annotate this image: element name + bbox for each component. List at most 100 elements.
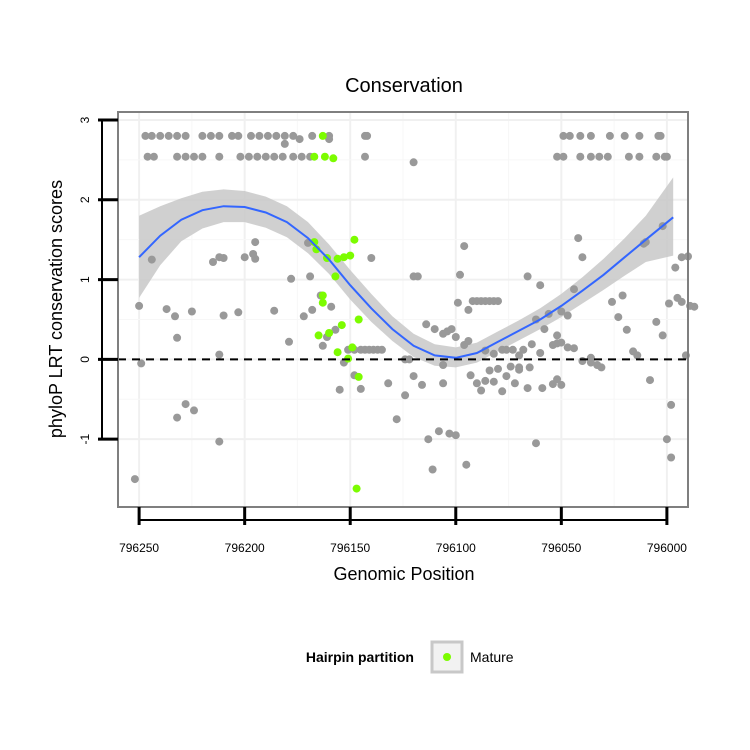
point-other	[557, 307, 566, 316]
point-other	[460, 242, 469, 251]
point-other	[392, 415, 401, 424]
point-other	[384, 379, 393, 388]
point-other	[287, 274, 296, 283]
point-other	[171, 312, 179, 321]
point-other	[485, 366, 494, 375]
point-other	[667, 453, 676, 462]
point-other	[481, 376, 490, 385]
point-other	[595, 152, 604, 161]
point-mature	[333, 254, 342, 263]
point-other	[677, 297, 686, 306]
x-tick-label: 796250	[119, 541, 159, 555]
point-other	[557, 338, 566, 347]
point-other	[608, 297, 616, 306]
y-tick-label: 0	[78, 356, 92, 363]
point-other	[667, 400, 676, 409]
point-other	[308, 131, 317, 140]
point-other	[540, 325, 549, 334]
point-other	[570, 285, 578, 294]
point-other	[173, 333, 182, 342]
point-mature	[346, 251, 355, 260]
point-other	[422, 320, 431, 329]
data-points	[130, 131, 699, 493]
point-other	[289, 131, 298, 140]
point-other	[190, 406, 198, 415]
point-other	[215, 253, 224, 262]
point-other	[472, 379, 481, 388]
point-other	[502, 345, 511, 354]
point-other	[361, 152, 369, 161]
point-other	[515, 365, 524, 374]
point-mature	[333, 348, 342, 357]
point-other	[635, 131, 644, 140]
legend: Hairpin partition Mature	[306, 640, 514, 674]
point-other	[263, 131, 272, 140]
point-mature	[318, 298, 327, 307]
x-axis-label: Genomic Position	[333, 564, 474, 584]
point-other	[489, 349, 498, 358]
point-other	[553, 375, 562, 384]
point-other	[430, 325, 439, 334]
point-other	[219, 311, 228, 320]
point-other	[295, 135, 304, 144]
smooth-line	[138, 205, 674, 359]
legend-title: Hairpin partition	[306, 649, 414, 665]
point-other	[494, 297, 502, 306]
point-other	[249, 250, 258, 258]
point-mature	[325, 329, 334, 337]
point-other	[228, 131, 236, 140]
point-other	[494, 364, 502, 373]
y-axis: -1 0 1 2 3	[78, 116, 118, 445]
point-other	[508, 345, 517, 354]
point-other	[447, 325, 456, 334]
point-other	[280, 131, 289, 140]
point-mature	[318, 131, 327, 140]
point-other	[563, 311, 572, 320]
point-other	[147, 131, 156, 140]
point-other	[451, 333, 460, 341]
point-mature	[348, 343, 357, 352]
point-mature	[329, 154, 338, 163]
point-other	[633, 351, 642, 360]
point-other	[586, 358, 595, 367]
point-other	[173, 131, 182, 140]
point-other	[215, 437, 224, 446]
point-other	[603, 152, 612, 161]
x-axis: 796250 796200 796150 796100 796050 796000	[119, 507, 687, 555]
point-other	[557, 380, 566, 389]
point-mature	[354, 372, 363, 381]
point-other	[181, 152, 190, 161]
point-other	[297, 152, 306, 161]
point-other	[308, 305, 317, 314]
y-axis-label: phyloP LRT conservation scores	[46, 180, 66, 438]
point-other	[563, 343, 572, 352]
point-other	[209, 258, 217, 266]
point-other	[261, 152, 270, 161]
point-other	[367, 254, 376, 262]
x-tick-label: 796150	[330, 541, 370, 555]
point-other	[635, 152, 644, 161]
point-other	[652, 317, 661, 326]
point-other	[464, 337, 473, 345]
point-other	[356, 384, 365, 393]
point-other	[519, 345, 528, 354]
point-other	[363, 131, 372, 140]
point-other	[141, 131, 150, 140]
y-tick-label: 3	[78, 116, 92, 123]
point-other	[586, 152, 595, 161]
point-other	[413, 272, 422, 281]
point-other	[173, 413, 182, 422]
point-other	[272, 131, 281, 140]
point-other	[622, 325, 631, 334]
point-other	[356, 345, 365, 354]
point-other	[656, 131, 665, 140]
point-other	[498, 387, 507, 396]
point-other	[251, 238, 260, 247]
point-other	[434, 427, 443, 436]
point-other	[453, 298, 462, 307]
point-other	[234, 131, 243, 140]
point-mature	[354, 315, 363, 324]
point-other	[198, 152, 207, 161]
point-other	[143, 152, 152, 161]
